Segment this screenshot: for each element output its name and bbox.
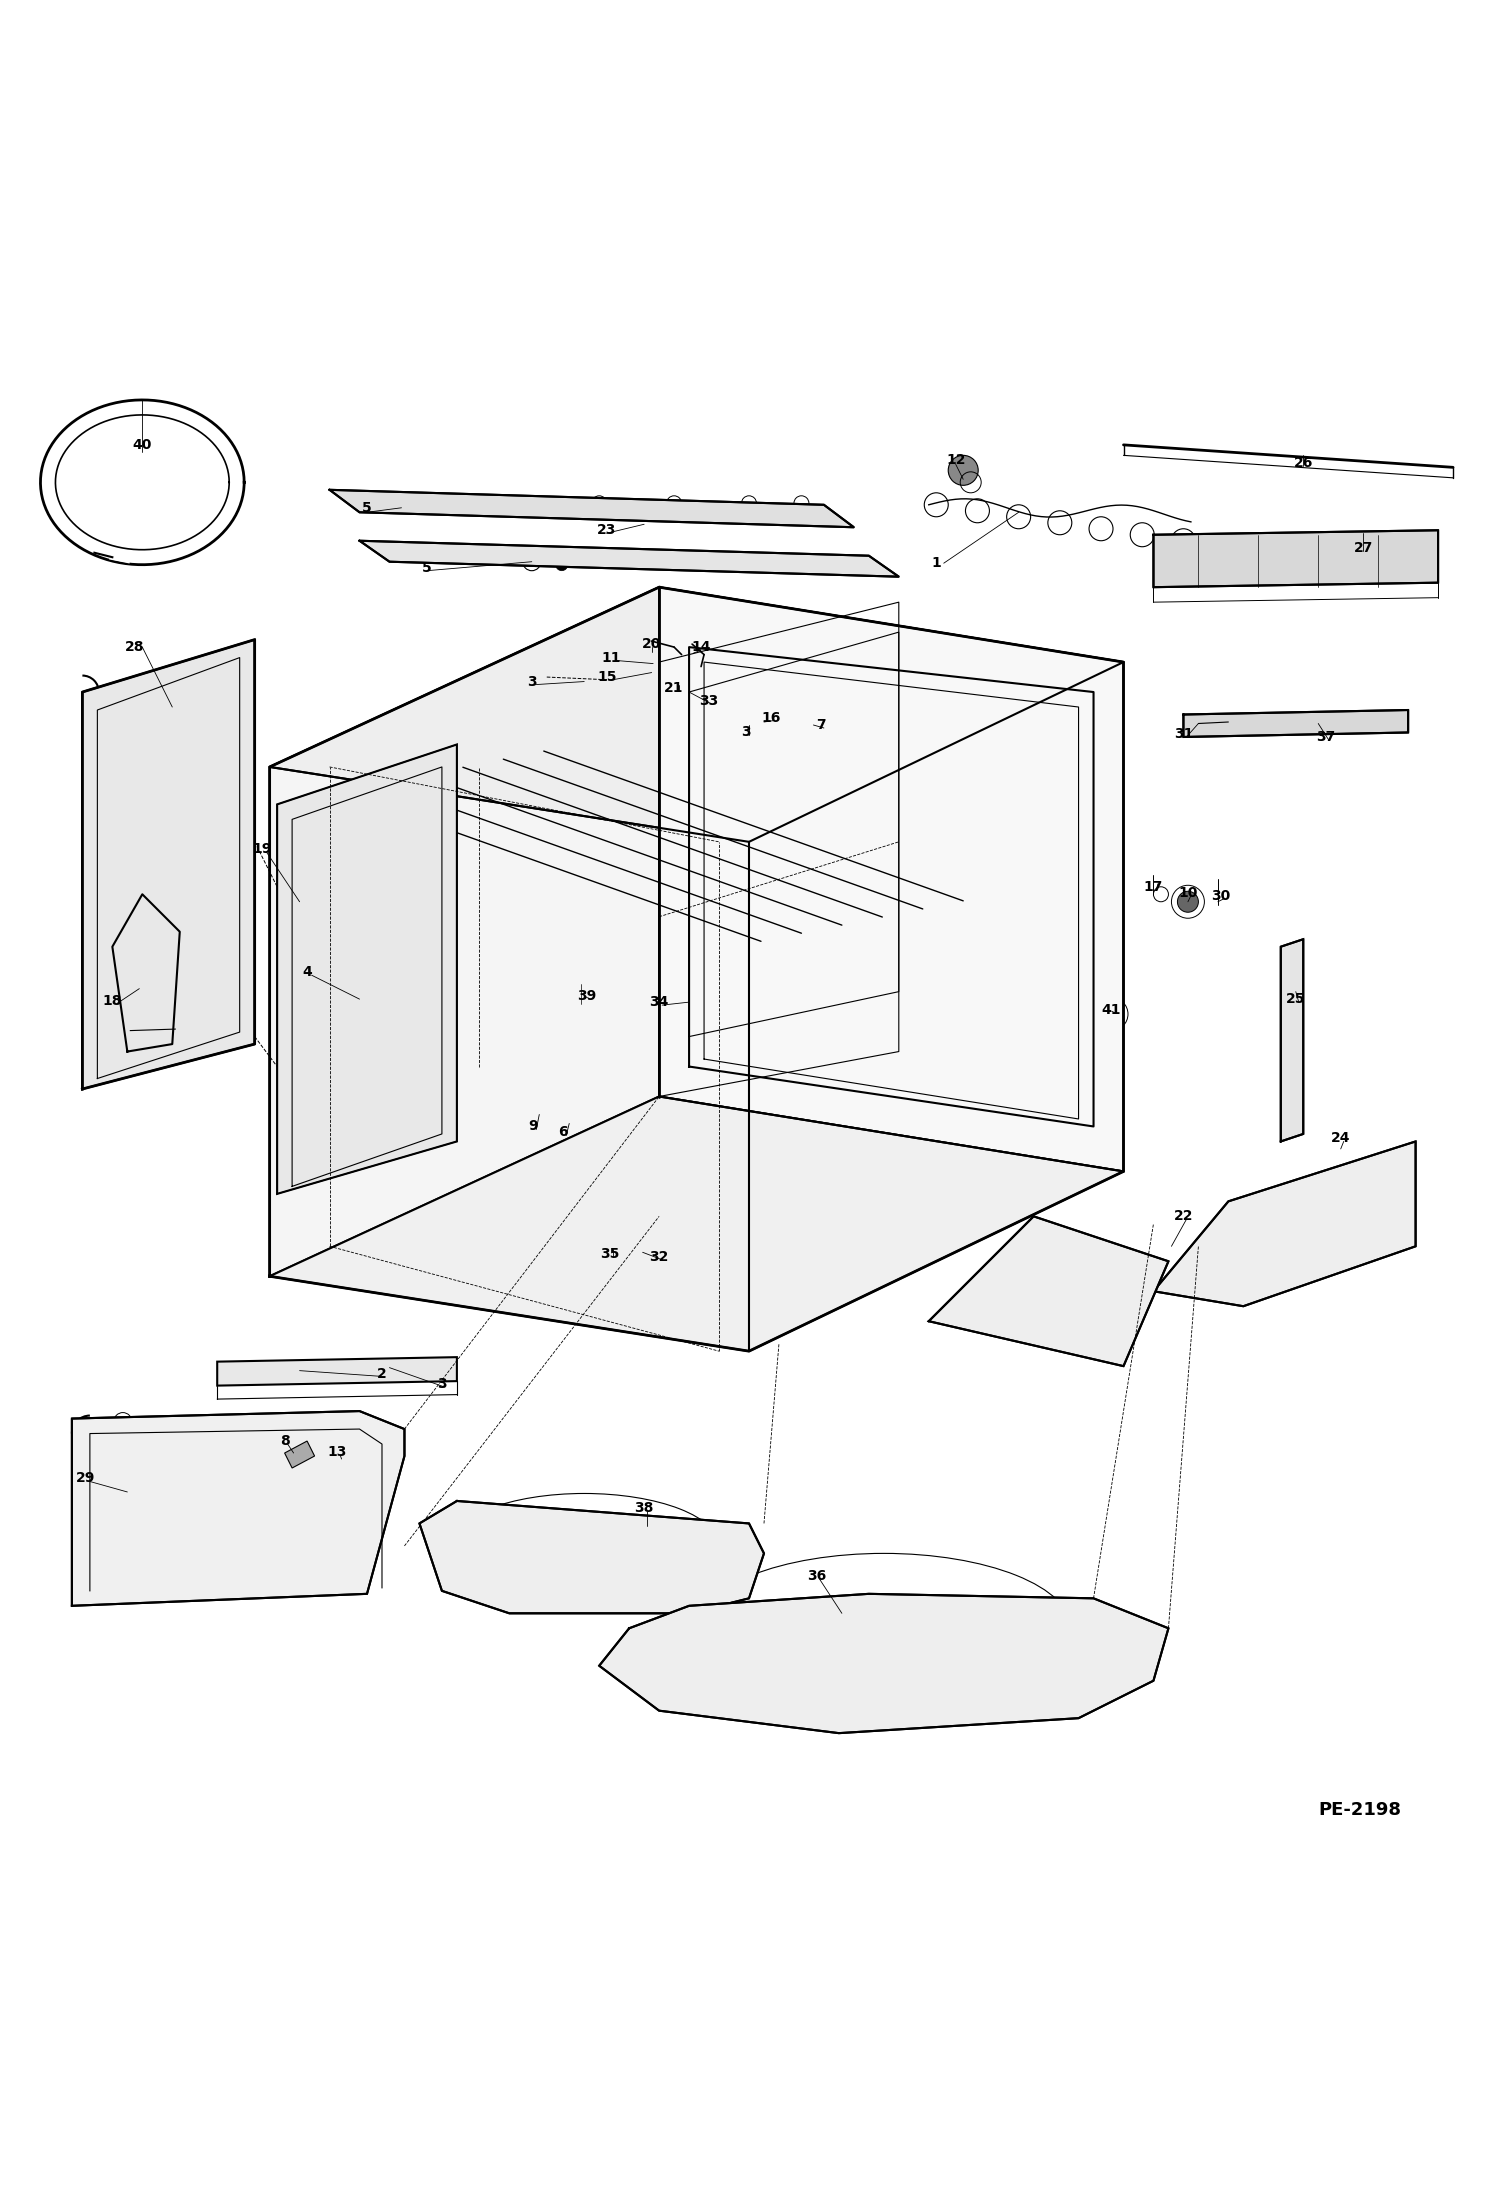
Text: 24: 24 [1330, 1132, 1351, 1145]
Text: 29: 29 [76, 1472, 94, 1485]
Circle shape [556, 559, 568, 570]
Text: 10: 10 [1179, 886, 1197, 899]
Text: 33: 33 [700, 693, 718, 708]
Circle shape [1101, 1004, 1122, 1024]
Text: 27: 27 [1354, 542, 1372, 555]
Polygon shape [419, 1500, 764, 1614]
Text: 1: 1 [932, 557, 941, 570]
Text: 19: 19 [253, 842, 271, 855]
Text: 3: 3 [527, 675, 536, 689]
Text: 5: 5 [422, 561, 431, 575]
Text: 22: 22 [1173, 1208, 1194, 1224]
Text: 6: 6 [559, 1125, 568, 1140]
Polygon shape [285, 1441, 315, 1467]
Text: 34: 34 [650, 996, 668, 1009]
Polygon shape [599, 1594, 1168, 1732]
Text: 38: 38 [635, 1502, 653, 1515]
Text: 28: 28 [124, 640, 145, 654]
Bar [130, 1033, 145, 1044]
Polygon shape [217, 1357, 457, 1386]
Text: 11: 11 [601, 651, 622, 664]
Text: 36: 36 [807, 1568, 825, 1583]
Text: 7: 7 [816, 717, 825, 732]
Polygon shape [82, 640, 255, 1090]
Polygon shape [1281, 939, 1303, 1140]
Polygon shape [659, 588, 1124, 1171]
Circle shape [535, 1110, 544, 1118]
Circle shape [635, 1248, 644, 1257]
Polygon shape [72, 1410, 404, 1605]
Text: 23: 23 [598, 524, 616, 537]
Text: 41: 41 [1101, 1002, 1122, 1018]
Circle shape [1177, 890, 1198, 912]
Text: 2: 2 [377, 1366, 386, 1382]
Polygon shape [270, 588, 659, 1276]
Text: 12: 12 [945, 452, 966, 467]
Text: 35: 35 [601, 1248, 619, 1261]
Text: 15: 15 [596, 671, 617, 684]
Text: 9: 9 [529, 1118, 538, 1134]
Circle shape [652, 656, 661, 664]
Text: 13: 13 [328, 1445, 346, 1458]
Circle shape [677, 678, 686, 686]
Text: 31: 31 [1174, 728, 1192, 741]
Text: 32: 32 [650, 1250, 668, 1263]
Text: 30: 30 [1212, 888, 1230, 904]
Text: 39: 39 [578, 989, 596, 1002]
Text: 25: 25 [1285, 991, 1306, 1007]
Polygon shape [1153, 531, 1438, 588]
Circle shape [948, 456, 978, 485]
Text: 14: 14 [691, 640, 712, 654]
Circle shape [565, 1118, 574, 1127]
Text: 20: 20 [643, 638, 661, 651]
Text: 16: 16 [762, 711, 780, 724]
Circle shape [421, 548, 433, 559]
Polygon shape [330, 489, 854, 526]
Text: 18: 18 [102, 993, 123, 1007]
Circle shape [605, 1246, 614, 1254]
Polygon shape [270, 1096, 1124, 1351]
Circle shape [1183, 715, 1198, 730]
Circle shape [286, 1443, 307, 1465]
Polygon shape [1153, 1140, 1416, 1307]
Text: 4: 4 [303, 965, 312, 978]
Text: 40: 40 [133, 439, 151, 452]
Text: 3: 3 [437, 1377, 446, 1390]
Text: 3: 3 [742, 726, 750, 739]
Polygon shape [277, 743, 457, 1193]
Text: 5: 5 [363, 500, 372, 515]
Text: 17: 17 [1144, 879, 1162, 895]
Text: PE-2198: PE-2198 [1318, 1800, 1401, 1818]
Text: 26: 26 [1294, 456, 1312, 469]
Polygon shape [1183, 711, 1408, 737]
Text: 37: 37 [1317, 730, 1335, 743]
Text: 21: 21 [664, 680, 685, 695]
Polygon shape [270, 588, 1124, 842]
Polygon shape [929, 1217, 1168, 1366]
Polygon shape [360, 542, 899, 577]
Text: 8: 8 [280, 1434, 289, 1447]
